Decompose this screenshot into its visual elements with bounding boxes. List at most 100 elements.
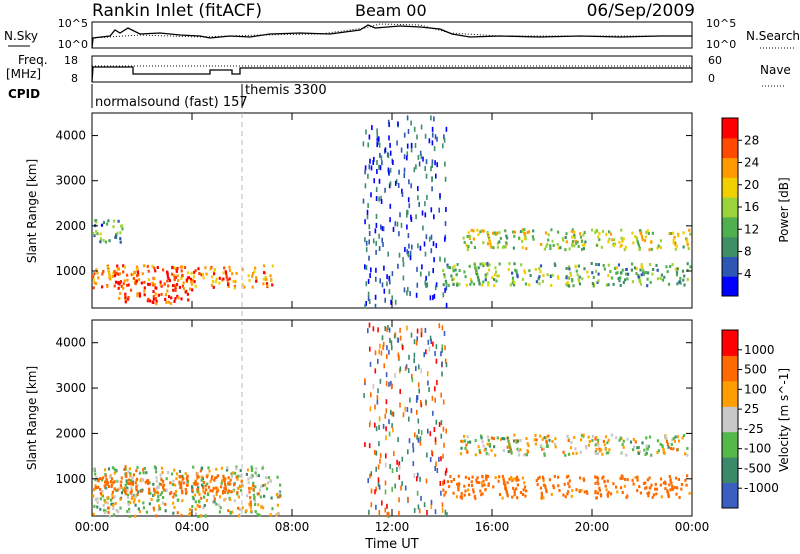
speckle: [424, 212, 427, 218]
cell: [552, 486, 555, 490]
cell: [126, 278, 129, 282]
cell: [201, 477, 204, 481]
cell: [187, 298, 190, 302]
cell: [226, 466, 229, 470]
cell: [228, 268, 232, 272]
cell: [444, 490, 447, 494]
cell: [465, 443, 468, 447]
colorbar-swatch: [722, 157, 738, 178]
cell: [447, 283, 450, 287]
cell: [626, 494, 629, 498]
speckle: [427, 428, 429, 434]
speckle: [425, 349, 427, 355]
cell: [675, 273, 679, 277]
speckle: [405, 364, 408, 370]
speckle: [388, 431, 391, 437]
cell: [114, 501, 117, 505]
speckle: [396, 140, 398, 146]
station-title: Rankin Inlet (fitACF): [92, 1, 262, 21]
cell: [235, 271, 238, 275]
speckle: [364, 219, 366, 225]
colorbar-swatch: [722, 406, 738, 433]
cell: [190, 280, 193, 284]
speckle: [368, 422, 371, 428]
speckle: [368, 322, 371, 328]
cell: [481, 484, 484, 488]
cell: [255, 277, 258, 281]
cell: [564, 236, 567, 239]
cell: [578, 282, 582, 286]
speckle: [371, 125, 373, 131]
cell: [203, 495, 206, 499]
cell: [679, 276, 682, 280]
cell: [594, 481, 597, 485]
cell: [278, 495, 281, 499]
speckle: [409, 255, 412, 261]
cell: [604, 484, 607, 488]
cell: [531, 235, 534, 239]
cell: [513, 433, 516, 437]
speckle: [377, 136, 380, 142]
cell: [562, 450, 565, 454]
cell: [677, 478, 680, 481]
cell: [107, 269, 110, 272]
cell: [127, 482, 130, 485]
cell: [492, 231, 495, 235]
cell: [252, 484, 255, 488]
cell: [200, 496, 203, 500]
cell: [651, 231, 654, 235]
cell: [192, 465, 195, 469]
cell: [622, 439, 625, 443]
cell: [155, 300, 158, 303]
cell: [513, 281, 516, 285]
speckle: [403, 132, 406, 138]
speckle: [367, 296, 370, 302]
cell: [594, 443, 597, 447]
cell: [626, 437, 629, 441]
speckle: [362, 141, 365, 147]
cell: [545, 245, 548, 248]
cell: [171, 284, 175, 288]
cell: [259, 495, 262, 499]
speckle: [397, 121, 399, 127]
cell: [484, 273, 487, 277]
cell: [523, 481, 526, 485]
speckle: [420, 368, 422, 374]
cell: [452, 491, 455, 495]
speckle: [438, 456, 440, 462]
speckle: [435, 419, 438, 425]
cell: [467, 483, 470, 487]
cell: [635, 267, 638, 271]
speckle: [406, 209, 408, 215]
speckle: [380, 224, 382, 230]
cell: [506, 437, 509, 441]
cell: [95, 230, 98, 233]
cell: [574, 265, 577, 269]
speckle: [375, 486, 377, 492]
cell: [246, 494, 249, 498]
cell: [618, 438, 621, 442]
cell: [162, 485, 165, 489]
cell: [494, 476, 497, 480]
cell: [683, 283, 686, 287]
speckle: [375, 196, 378, 201]
cell: [621, 443, 624, 447]
speckle: [400, 222, 403, 228]
cell: [449, 475, 452, 479]
speckle: [431, 186, 433, 192]
speckle: [430, 234, 433, 240]
speckle: [376, 399, 379, 405]
speckle: [367, 478, 369, 484]
cell: [642, 269, 645, 273]
cell: [661, 445, 664, 449]
speckle: [440, 490, 442, 496]
cell: [463, 434, 466, 438]
cell: [155, 514, 158, 518]
cell: [271, 507, 274, 511]
cell: [260, 485, 263, 489]
cell: [585, 490, 588, 494]
cell: [664, 482, 667, 486]
cell: [495, 279, 498, 283]
speckle: [417, 418, 420, 424]
cell: [472, 490, 475, 494]
